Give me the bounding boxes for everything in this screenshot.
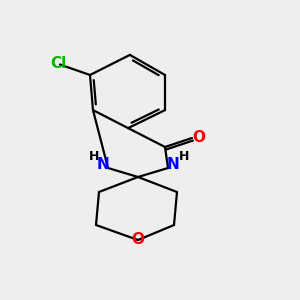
- Text: Cl: Cl: [50, 56, 67, 70]
- Text: H: H: [179, 150, 190, 163]
- Text: O: O: [192, 130, 205, 146]
- Text: O: O: [131, 232, 145, 247]
- Text: N: N: [97, 157, 110, 172]
- Text: H: H: [88, 150, 99, 163]
- Text: N: N: [167, 157, 180, 172]
